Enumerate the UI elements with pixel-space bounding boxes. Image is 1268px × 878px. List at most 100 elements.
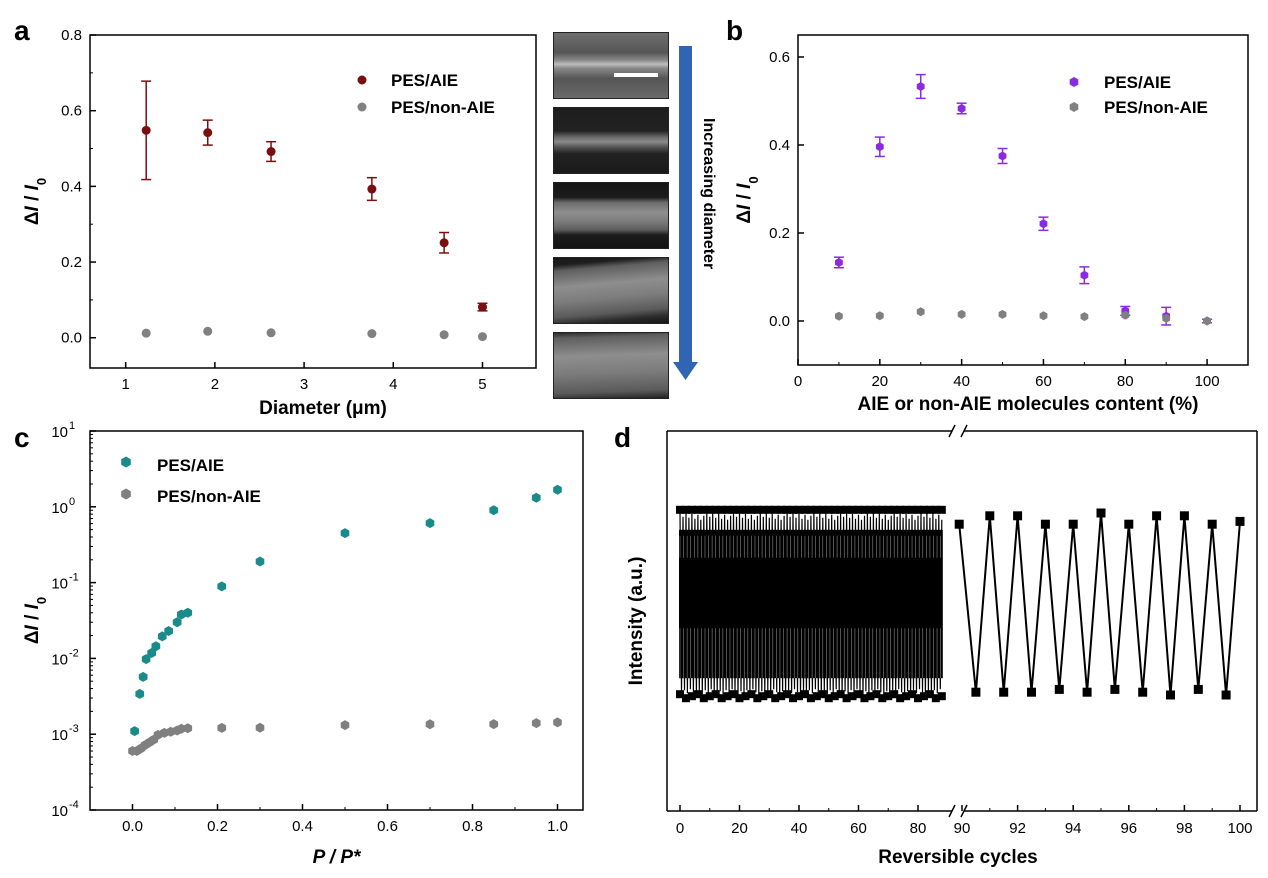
cycle-high-marker	[937, 505, 946, 514]
y-tick-label: 0.4	[769, 137, 790, 154]
x-tick-label: 2	[211, 376, 219, 393]
x-tick-label: 100	[1195, 373, 1220, 390]
y-tick-exponent: -3	[69, 723, 79, 735]
data-point-aie	[151, 641, 161, 652]
y-tick-label: 0.6	[61, 103, 82, 120]
cycle-high-marker	[902, 505, 911, 514]
sem-image-3	[553, 182, 669, 249]
y-axis-title: ΔI / I0	[734, 176, 761, 223]
cycle-low-marker	[914, 694, 922, 703]
y-tick-exponent: 1	[69, 420, 75, 432]
y-tick-label: 0.0	[61, 330, 82, 347]
cycle-low-marker	[795, 692, 803, 701]
x-tick-label: 5	[478, 376, 486, 393]
cycle-high-marker	[931, 505, 940, 514]
cycle-high-marker	[800, 505, 809, 514]
data-point-non-aie	[1162, 313, 1171, 323]
y-tick-label: 0.8	[61, 27, 82, 44]
cycle-low-marker	[759, 692, 768, 701]
axis-break-mark	[960, 804, 968, 818]
x-tick-label: 90	[954, 820, 971, 837]
y-axis-title: Intensity (a.u.)	[626, 557, 647, 686]
cycle-low-marker	[931, 694, 940, 703]
cycle-point	[985, 511, 995, 521]
x-axis-title: Diameter (μm)	[259, 398, 387, 419]
cycle-low-marker	[723, 692, 732, 701]
legend-marker-non-aie	[121, 488, 131, 500]
x-tick-label: 92	[1009, 820, 1026, 837]
cycle-low-marker	[854, 690, 863, 699]
diameter-arrow-shaft	[679, 46, 692, 364]
panel-letter-b: b	[726, 15, 743, 46]
cycle-point	[999, 687, 1009, 697]
cycle-low-marker	[836, 690, 845, 699]
cycle-high-marker	[765, 505, 774, 514]
data-point-non-aie	[141, 328, 151, 338]
y-tick-label: 0.4	[61, 178, 82, 195]
data-point-non-aie	[489, 719, 499, 730]
data-point-aie	[916, 82, 925, 91]
cycle-high-marker	[908, 505, 917, 514]
cycle-high-marker	[842, 505, 851, 514]
cycle-low-marker	[741, 692, 750, 701]
panel-letter-c: c	[14, 422, 30, 453]
cycle-high-marker	[836, 505, 845, 514]
data-point-non-aie	[255, 722, 265, 733]
legend-marker-aie	[121, 456, 131, 468]
cycle-high-marker	[729, 505, 738, 514]
cycle-high-marker	[711, 505, 720, 514]
cycle-high-marker	[872, 505, 881, 514]
cycle-high-marker	[735, 505, 744, 514]
x-tick-label: 98	[1176, 820, 1193, 837]
data-point-non-aie	[477, 332, 487, 342]
inset-caption: Increasing diameter	[700, 118, 717, 269]
x-tick-label: 80	[910, 820, 927, 837]
data-point-non-aie	[183, 723, 193, 734]
data-point-non-aie	[835, 311, 843, 321]
dense-cycle-line	[679, 511, 943, 696]
cycle-high-marker	[699, 505, 708, 514]
legend-marker-aie	[1069, 77, 1079, 87]
cycle-low-marker	[824, 694, 833, 703]
x-tick-label: 40	[953, 373, 970, 390]
panel-letter-d: d	[614, 422, 631, 453]
cycle-low-marker	[848, 692, 857, 701]
cycle-high-marker	[890, 505, 899, 514]
cycle-point	[1068, 519, 1078, 529]
legend-marker-non-aie	[357, 102, 367, 112]
cycle-point	[1027, 687, 1036, 697]
sem-image-2	[553, 107, 669, 174]
plot-frame	[89, 34, 537, 369]
x-tick-label: 0	[794, 373, 802, 390]
cycle-low-marker	[783, 690, 792, 699]
diameter-arrow-head	[673, 362, 698, 380]
data-point-non-aie	[1203, 316, 1211, 326]
y-axis-title: ΔI / I0	[22, 597, 49, 644]
cycle-low-marker	[902, 692, 911, 701]
data-point-aie	[835, 258, 843, 267]
cycle-low-marker	[777, 692, 786, 701]
data-point-non-aie	[916, 307, 925, 317]
cycle-point	[1152, 511, 1162, 521]
data-point-non-aie	[266, 328, 276, 338]
cycle-point	[1207, 519, 1217, 529]
cycle-high-marker	[860, 505, 869, 514]
cycle-point	[954, 519, 964, 529]
cycle-zigzag-line	[958, 512, 1241, 696]
data-point-aie	[439, 238, 449, 248]
cycle-high-marker	[914, 505, 922, 514]
cycle-point	[1096, 508, 1106, 518]
cycle-high-marker	[884, 505, 893, 514]
cycle-high-marker	[812, 505, 821, 514]
x-axis-title: AIE or non-AIE molecules content (%)	[858, 394, 1199, 415]
data-point-aie	[340, 528, 350, 539]
data-point-non-aie	[531, 718, 541, 729]
cycle-low-marker	[842, 694, 851, 703]
x-tick-label: 20	[871, 373, 888, 390]
cycle-low-marker	[896, 694, 905, 703]
data-point-non-aie	[1121, 310, 1130, 320]
cycle-point	[1124, 519, 1134, 529]
data-point-aie	[1039, 219, 1048, 229]
cycle-high-marker	[789, 505, 798, 514]
data-point-aie	[367, 184, 377, 194]
